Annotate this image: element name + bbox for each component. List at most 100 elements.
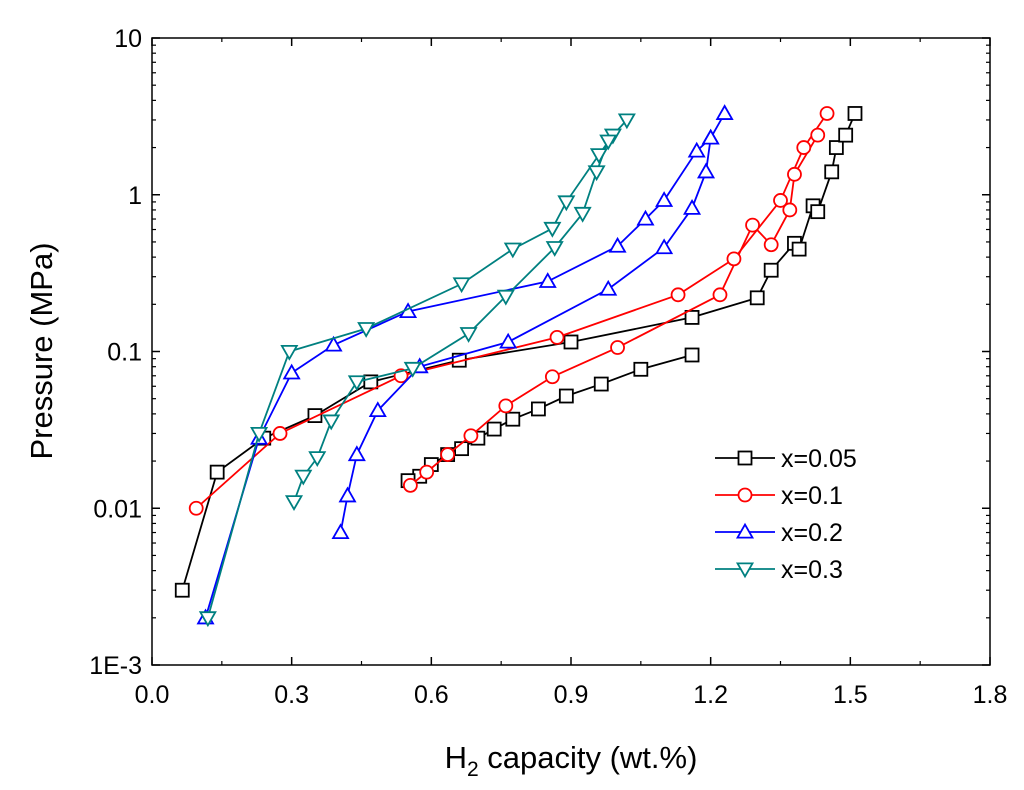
absorption-point	[828, 140, 844, 155]
desorption-point	[599, 134, 618, 151]
absorption-point	[209, 464, 225, 480]
desorption-point	[440, 447, 456, 462]
desorption-point	[655, 238, 674, 255]
absorption-point	[324, 335, 343, 352]
series-x=0.1	[188, 106, 835, 516]
desorption-point	[419, 464, 435, 480]
desorption-line	[339, 137, 712, 533]
desorption-point	[696, 162, 716, 179]
desorption-point	[545, 241, 564, 257]
desorption-point	[402, 477, 418, 493]
legend-item: x=0.3	[715, 556, 843, 584]
desorption-point	[338, 486, 357, 503]
desorption-point	[368, 401, 387, 418]
absorption-line	[181, 113, 856, 591]
y-tick-label: 1	[128, 182, 142, 210]
x-tick-label: 0.9	[554, 681, 589, 709]
y-axis-title: Pressure (MPa)	[24, 242, 59, 459]
absorption-point	[272, 426, 288, 441]
legend-swatch-marker	[735, 522, 755, 539]
y-tick-label: 0.01	[93, 495, 142, 523]
absorption-point	[763, 262, 779, 278]
absorption-point	[563, 334, 579, 350]
legend-item: x=0.2	[715, 519, 843, 547]
x-tick-label: 1.5	[833, 681, 868, 709]
absorption-point	[357, 322, 376, 338]
absorption-point	[188, 500, 204, 516]
desorption-point	[763, 237, 779, 253]
x-tick-label: 0.0	[135, 681, 170, 709]
x-tick-label: 1.8	[973, 681, 1008, 709]
desorption-point	[810, 127, 826, 143]
absorption-point	[198, 611, 217, 628]
desorption-point	[486, 421, 502, 437]
y-tick-label: 10	[114, 25, 142, 53]
x-tick-label: 0.3	[274, 681, 309, 709]
x-tick-label: 1.2	[693, 681, 728, 709]
absorption-point	[557, 195, 576, 212]
legend-label: x=0.05	[781, 445, 857, 473]
desorption-point	[701, 128, 720, 145]
desorption-point	[745, 217, 760, 233]
plot-frame	[151, 37, 991, 666]
absorption-point	[549, 330, 565, 345]
absorption-point	[282, 363, 301, 380]
x-axis-title: H2 capacity (wt.%)	[445, 740, 698, 781]
desorption-point	[322, 414, 341, 431]
legend-item: x=0.1	[715, 482, 843, 510]
desorption-point	[573, 206, 592, 223]
absorption-line	[195, 112, 828, 509]
legend-swatch-marker	[737, 487, 753, 503]
desorption-point	[505, 411, 521, 427]
desorption-point	[610, 340, 625, 355]
y-tick-label: 0.1	[107, 339, 142, 367]
desorption-point	[531, 401, 546, 417]
legend-label: x=0.1	[781, 482, 843, 510]
absorption-point	[503, 242, 522, 259]
absorption-point	[538, 272, 557, 288]
y-tick-label: 1E-3	[89, 652, 142, 680]
absorption-point	[796, 140, 812, 155]
series-x=0.05	[174, 106, 863, 598]
legend-label: x=0.2	[781, 519, 843, 547]
desorption-point	[599, 279, 618, 296]
desorption-point	[684, 347, 700, 363]
absorption-point	[452, 277, 471, 294]
legend-label: x=0.3	[781, 556, 843, 584]
desorption-point	[463, 428, 479, 444]
absorption-point	[749, 290, 765, 306]
axis-ticks: 0.0 0.3 0.6 0.9 1.2 1.5 1.8 1E-3 0.01 0.1 1 10	[89, 25, 1007, 709]
absorption-point	[636, 209, 655, 226]
series-layer	[174, 104, 863, 628]
desorption-point	[294, 469, 313, 486]
legend-swatch-marker	[737, 450, 753, 466]
absorption-point	[174, 582, 190, 598]
series-x=0.3	[198, 113, 636, 628]
desorption-point	[498, 398, 514, 414]
legend-item: x=0.05	[715, 445, 857, 473]
desorption-point	[496, 289, 515, 306]
absorption-point	[617, 113, 636, 130]
absorption-point	[589, 148, 608, 165]
absorption-point	[726, 251, 742, 267]
absorption-point	[608, 236, 627, 253]
desorption-point	[347, 445, 366, 462]
desorption-point	[593, 376, 609, 392]
absorption-point	[847, 106, 863, 121]
absorption-point	[543, 221, 562, 238]
legend: x=0.05 x=0.1 x=0.2 x=0.3	[715, 445, 857, 584]
absorption-point	[824, 164, 840, 180]
absorption-point	[810, 204, 826, 220]
absorption-point	[819, 106, 835, 121]
desorption-point	[558, 388, 574, 404]
desorption-point	[544, 369, 560, 385]
desorption-point	[347, 375, 366, 392]
desorption-point	[782, 202, 798, 218]
absorption-point	[791, 241, 807, 257]
desorption-point	[633, 361, 649, 377]
desorption-point	[787, 166, 802, 182]
absorption-point	[655, 191, 674, 207]
absorption-point	[715, 104, 734, 120]
desorption-point	[499, 332, 518, 349]
